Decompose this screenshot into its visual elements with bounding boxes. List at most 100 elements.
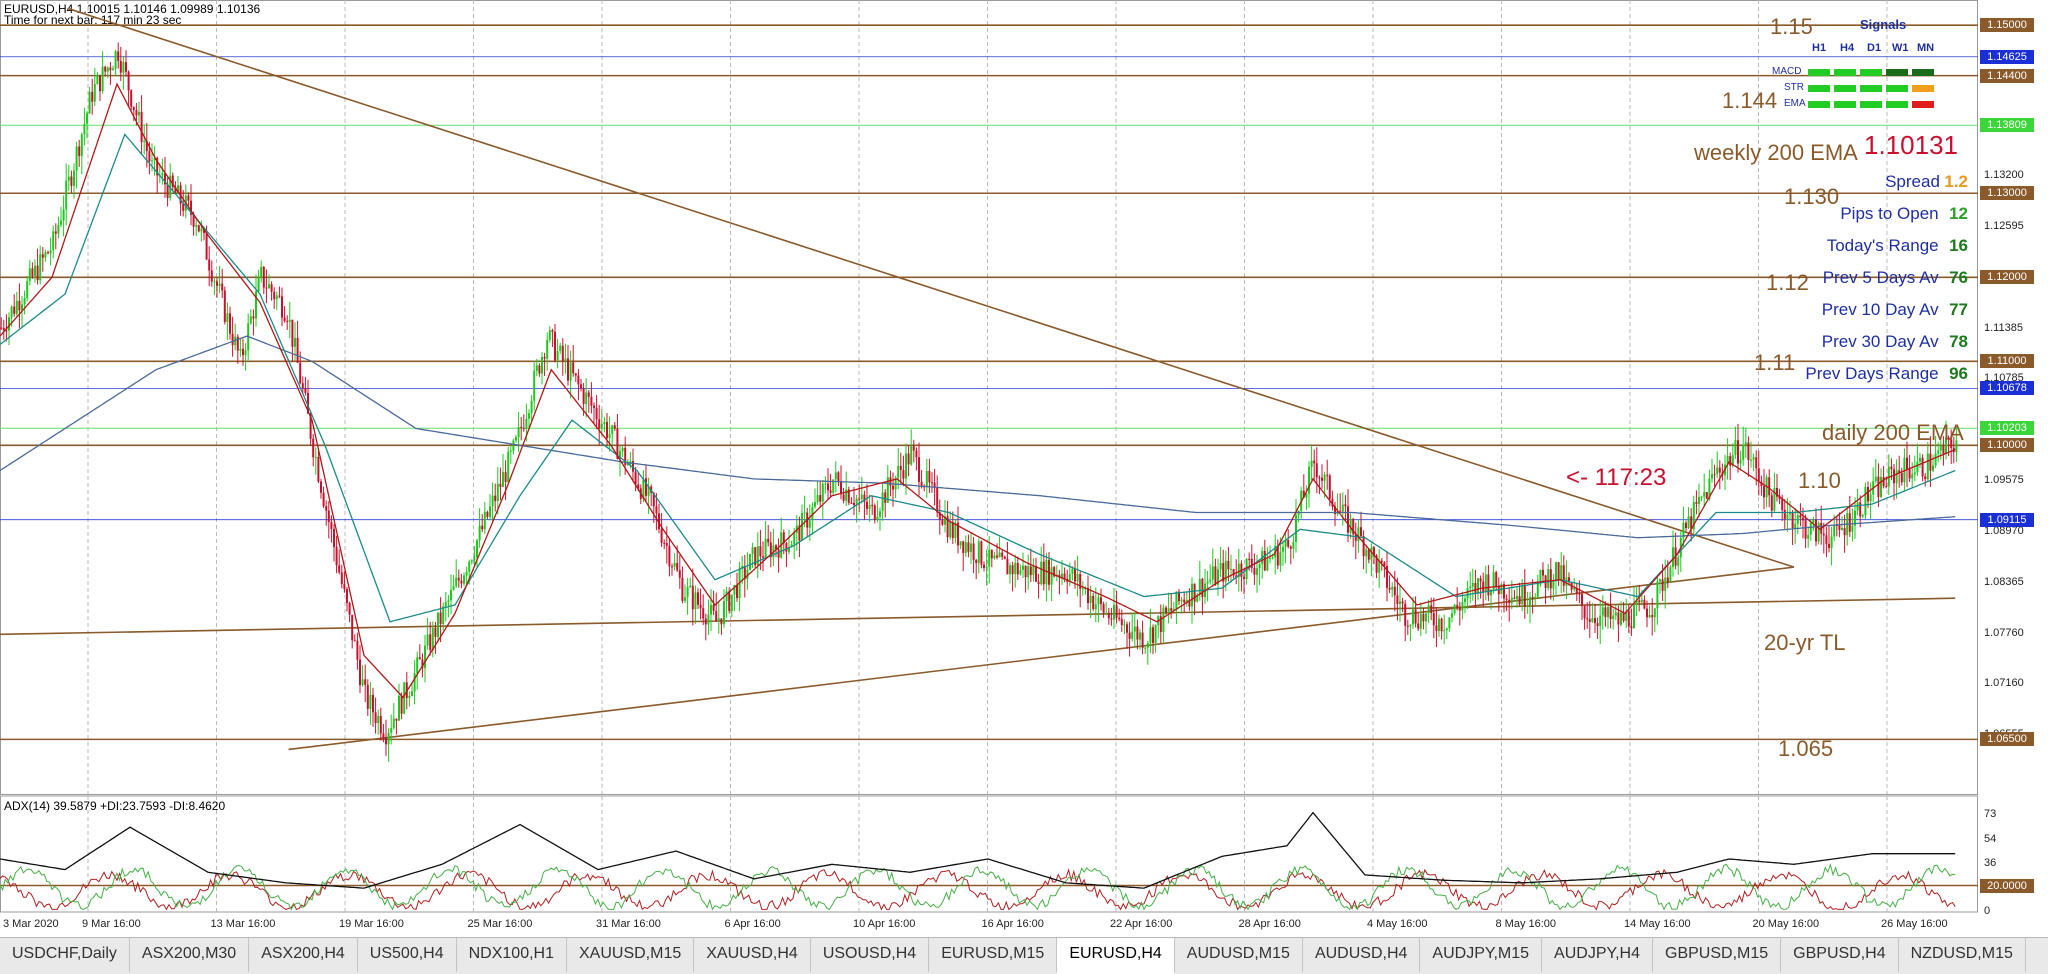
candle-body: [593, 405, 595, 408]
chart-tab[interactable]: ASX200,H4: [249, 938, 358, 972]
signals-title: Signals: [1860, 17, 1907, 32]
signals-timeframe-row: H1 H4 D1 W1 MN: [1770, 42, 1970, 56]
candle-body: [694, 592, 697, 610]
candle-body: [1718, 467, 1721, 473]
chart-tab[interactable]: US500,H4: [358, 938, 457, 972]
candle-body: [603, 421, 606, 424]
candle-body: [1851, 525, 1854, 532]
chart-tab[interactable]: USOUSD,H4: [811, 938, 930, 972]
candle-body: [1378, 560, 1381, 573]
candle-body: [1786, 514, 1789, 519]
chart-tab[interactable]: AUDUSD,H4: [1303, 938, 1421, 972]
chart-tab[interactable]: USDCHF,Daily: [0, 938, 130, 972]
prevdays-value: 96: [1949, 364, 1968, 383]
candle-body: [712, 604, 715, 611]
candle-body: [351, 614, 354, 641]
candle-body: [450, 589, 452, 601]
candle-body: [1451, 613, 1453, 618]
chart-tab[interactable]: GBPUSD,M15: [1653, 938, 1782, 972]
candle-body: [177, 185, 179, 194]
candle-body: [743, 565, 746, 580]
candle-body: [1310, 460, 1313, 467]
candle-body: [1279, 551, 1282, 566]
prev5-label: Prev 5 Days Av: [1822, 268, 1939, 287]
candle-body: [182, 203, 185, 211]
chart-tab[interactable]: AUDUSD,M15: [1175, 938, 1303, 972]
candle-body: [1617, 612, 1620, 625]
candle-body: [23, 298, 26, 305]
todays-range-value: 16: [1949, 236, 1968, 255]
candle-body: [260, 266, 263, 278]
time-axis[interactable]: 3 Mar 2020 9 Mar 16:00 13 Mar 16:00 19 Mar …: [0, 916, 1978, 936]
candle-body: [86, 113, 88, 124]
candle-body: [1900, 473, 1903, 483]
candle-body: [322, 492, 325, 507]
chart-tab[interactable]: AUDJPY,M15: [1420, 938, 1543, 972]
candle-body: [1648, 615, 1651, 618]
candle-body: [1536, 582, 1539, 597]
candle-body: [746, 569, 749, 580]
chart-tab[interactable]: EURUSD,H4: [1057, 938, 1175, 974]
signal-indicator-box: [1912, 69, 1934, 76]
candle-body: [1929, 453, 1932, 471]
candle-body: [1859, 502, 1862, 517]
candle-body: [1391, 586, 1394, 590]
candle-body: [57, 224, 60, 234]
signal-indicator-box: [1834, 85, 1856, 92]
candle-body: [1022, 565, 1024, 570]
signal-indicator-box: [1886, 101, 1908, 108]
candle-body: [1227, 560, 1230, 570]
candle-body: [99, 75, 101, 92]
candle-body: [18, 300, 21, 311]
chart-tab[interactable]: XAUUSD,M15: [567, 938, 695, 972]
candle-body: [122, 62, 125, 73]
pips-to-open-stat: Pips to Open 12: [1840, 204, 1968, 224]
candle-body: [899, 465, 902, 470]
price-chart[interactable]: [0, 0, 2048, 937]
candle-body: [106, 67, 109, 72]
chart-tab[interactable]: XAUUSD,H4: [694, 938, 811, 972]
chart-tab[interactable]: NZDUSD,M15: [1899, 938, 2026, 972]
candle-body: [1469, 586, 1472, 588]
candle-body: [1326, 474, 1329, 476]
candle-body: [104, 66, 107, 72]
candle-body: [1040, 561, 1043, 584]
signal-row-macd: MACD: [1770, 66, 1970, 80]
chart-tab[interactable]: AUDJPY,H4: [1542, 938, 1654, 972]
candle-body: [977, 541, 980, 563]
candle-body: [205, 232, 208, 260]
candle-body: [884, 492, 887, 503]
candle-body: [1380, 560, 1383, 563]
candle-body: [621, 447, 624, 452]
candle-body: [1768, 477, 1771, 496]
chart-tab[interactable]: NDX100,H1: [457, 938, 567, 972]
chart-tab[interactable]: GBPUSD,H4: [1781, 938, 1899, 972]
candle-body: [850, 502, 853, 504]
candle-body: [1601, 607, 1604, 616]
candle-body: [1419, 613, 1422, 629]
candle-body: [660, 529, 663, 543]
candle-body: [1552, 580, 1555, 589]
price-axis[interactable]: 1.13200 1.12595 1.11385 1.10785 1.09575 1.089…: [1978, 0, 2048, 917]
candle-body: [863, 494, 866, 502]
candle-body: [1726, 456, 1729, 465]
candle-body: [975, 559, 978, 563]
candle-body: [452, 585, 455, 590]
candle-body: [78, 146, 81, 157]
price-level-tag: 1.10678: [1980, 381, 2034, 396]
candle-body: [1555, 562, 1557, 581]
candle-body: [1406, 625, 1409, 627]
signal-indicator-box: [1808, 101, 1830, 108]
candle-body: [858, 498, 861, 500]
price-level-tag: 1.06500: [1980, 732, 2034, 747]
chart-tab[interactable]: EURUSD,M15: [929, 938, 1058, 972]
chart-tab[interactable]: ASX200,M30: [130, 938, 250, 972]
candle-body: [1349, 518, 1352, 533]
candle-body: [1692, 502, 1695, 530]
date-tick-label: 4 May 16:00: [1367, 918, 1428, 930]
candle-body: [1773, 487, 1776, 511]
spread-label: Spread: [1885, 172, 1940, 191]
candle-body: [1804, 520, 1807, 539]
date-tick-label: 3 Mar 2020: [3, 918, 59, 930]
candle-body: [1560, 565, 1563, 581]
